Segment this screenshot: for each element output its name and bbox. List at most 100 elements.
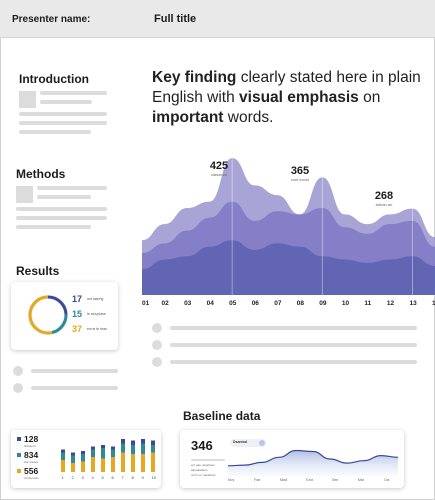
x-tick-label: 14 [432, 300, 435, 307]
key-finding-emphasis: Key finding [152, 69, 237, 86]
text-placeholder [40, 100, 92, 104]
bar-tick-label: 8 [131, 475, 134, 480]
bar-segment [141, 439, 145, 444]
bar-segment [91, 457, 95, 472]
image-placeholder [19, 91, 36, 108]
legend-value: 128 [24, 434, 39, 444]
legend-swatch [17, 437, 21, 441]
bar-segment [151, 452, 155, 472]
text-placeholder [191, 459, 225, 461]
line-caption: ent pau neastinos [191, 463, 215, 467]
key-finding-segment: words. [223, 109, 274, 126]
result-label: ew te te teas [87, 327, 107, 331]
key-finding-text: Key finding clearly stated here in plain… [152, 68, 427, 128]
x-tick-label: 02 [161, 300, 169, 307]
baseline-bar-chart [61, 439, 155, 472]
x-tick-label: 04 [206, 300, 214, 307]
section-introduction: Introduction [19, 72, 89, 86]
bar-segment [151, 445, 155, 453]
bar-tick-label: 6 [111, 475, 114, 480]
bar-segment [131, 440, 135, 445]
x-tick-label: 08 [296, 300, 304, 307]
x-tick-label: 03 [184, 300, 192, 307]
bar-segment [111, 457, 115, 472]
x-tick-label: 07 [274, 300, 282, 307]
bar-segment [141, 443, 145, 454]
header-bar: Presenter name: Full title [0, 0, 435, 38]
bar-segment [71, 452, 75, 456]
poster-title: Full title [154, 13, 197, 25]
bullet-dot [13, 366, 23, 376]
x-label: Grot [306, 478, 313, 482]
line-series [228, 449, 398, 467]
peak-label: 268 labran an [369, 190, 399, 207]
bar-segment [131, 454, 135, 472]
toggle-pill: Dsantod [230, 439, 266, 447]
line-caption: ra hn un ruedtures [191, 473, 216, 477]
bar-segment [121, 439, 125, 444]
x-tick-label: 10 [341, 300, 350, 307]
peak-value: 425 [209, 160, 229, 172]
x-label: Sen [332, 478, 339, 482]
legend-caption: drewenrt [24, 444, 36, 448]
section-methods: Methods [16, 167, 66, 181]
peak-value: 268 [374, 190, 394, 202]
bar-segment [101, 448, 105, 459]
bar-segment [61, 452, 65, 460]
bar-segment [61, 449, 65, 453]
x-label: Mad [280, 478, 287, 482]
x-label: Oct [384, 478, 390, 482]
text-placeholder [170, 343, 417, 347]
bar-tick-label: 3 [81, 475, 84, 480]
result-value: 37 [72, 324, 83, 334]
text-placeholder [37, 195, 91, 199]
bar-segment [121, 443, 125, 453]
text-placeholder [19, 121, 107, 125]
bullet-dot [152, 340, 162, 350]
text-placeholder [40, 91, 107, 95]
x-label: Mat [358, 478, 364, 482]
bar-segment [71, 463, 75, 472]
result-value: 17 [72, 294, 83, 304]
result-value: 15 [72, 309, 83, 319]
bar-tick-label: 4 [91, 475, 94, 480]
bar-segment [91, 449, 95, 457]
text-placeholder [16, 207, 107, 211]
x-tick-label: 01 [142, 300, 150, 307]
baseline-line-chart [228, 449, 398, 476]
bar-segment [111, 449, 115, 457]
legend-swatch [17, 469, 21, 473]
result-label: ant staring [87, 297, 104, 301]
baseline-bar-card: 128 drewenrt 834 ave trades 556 contrusn… [11, 430, 161, 488]
x-label: Frar [254, 478, 261, 482]
x-tick-label: 06 [251, 300, 259, 307]
key-finding-segment: on [358, 89, 381, 106]
donut-slice [51, 314, 68, 335]
section-results: Results [16, 264, 60, 278]
bar-segment [151, 440, 155, 445]
bar-tick-label: 2 [71, 475, 74, 480]
legend-caption: contrusnes [24, 476, 39, 480]
bullet-dot [152, 323, 162, 333]
x-tick-label: 05 [229, 300, 237, 307]
peak-caption: labran an [375, 202, 393, 207]
bar-segment [141, 454, 145, 472]
donut-slice [28, 295, 53, 335]
line-caption: tdmeatatens [191, 468, 208, 472]
line-area-fill [228, 450, 398, 476]
key-finding-segment: clearly stated here in plain English wit… [152, 69, 421, 106]
text-placeholder [19, 112, 107, 116]
text-placeholder [31, 369, 118, 373]
peak-label: 425 classrum [204, 160, 234, 177]
presenter-label: Presenter name: [12, 14, 91, 25]
bar-tick-label: 1 [61, 475, 64, 480]
x-tick-label: 12 [386, 300, 395, 307]
text-placeholder [31, 386, 118, 390]
text-placeholder [19, 130, 91, 134]
bar-tick-label: 10 [151, 475, 156, 480]
bar-segment [71, 455, 75, 463]
key-finding-emphasis: important [152, 109, 224, 126]
key-finding-emphasis: visual emphasis [239, 89, 359, 106]
bar-tick-label: 7 [121, 475, 124, 480]
bar-segment [101, 458, 105, 472]
